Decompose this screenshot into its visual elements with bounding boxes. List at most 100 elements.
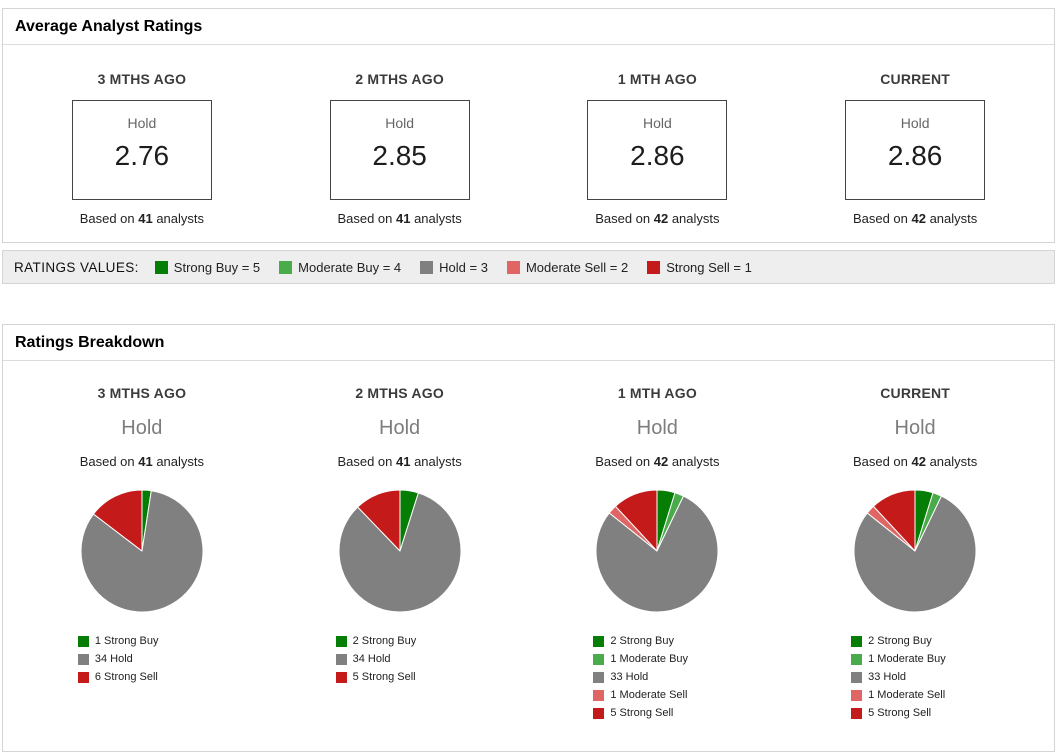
pie-slice-strong-sell bbox=[92, 489, 143, 552]
legend-color-swatch-icon bbox=[851, 635, 863, 647]
based-on-text: Based on 41 analysts bbox=[337, 454, 461, 469]
based-on-suffix: analysts bbox=[152, 211, 205, 226]
legend-color-swatch-icon bbox=[593, 707, 605, 719]
breakdown-column-current: CURRENT Hold Based on 42 analysts 2 Stro… bbox=[786, 385, 1044, 725]
pie-chart bbox=[336, 487, 464, 615]
ratings-legend-item-moderate-buy: Moderate Buy = 4 bbox=[279, 260, 401, 275]
rating-box: Hold 2.85 bbox=[329, 100, 470, 200]
consensus-rating: Hold bbox=[379, 417, 421, 439]
period-header: 2 MTHS AGO bbox=[355, 385, 444, 401]
breakdown-column-3mths: 3 MTHS AGO Hold Based on 41 analysts 1 S… bbox=[13, 385, 271, 725]
pie-legend-item: 1 Moderate Sell bbox=[593, 689, 721, 701]
based-on-prefix: Based on bbox=[595, 211, 654, 226]
rating-label: Hold bbox=[900, 115, 930, 131]
avg-column-2mths: 2 MTHS AGO Hold 2.85 Based on 41 analyst… bbox=[271, 71, 529, 226]
based-on-suffix: analysts bbox=[925, 211, 978, 226]
legend-color-swatch-icon bbox=[77, 671, 89, 683]
pie-legend-label: 1 Moderate Sell bbox=[868, 689, 946, 701]
pie-legend-label: 5 Strong Sell bbox=[868, 707, 932, 719]
breakdown-column-2mths: 2 MTHS AGO Hold Based on 41 analysts 2 S… bbox=[271, 385, 529, 725]
pie-legend-item: 6 Strong Sell bbox=[77, 671, 206, 683]
pie-legend-label: 1 Strong Buy bbox=[94, 635, 159, 647]
average-ratings-section: Average Analyst Ratings 3 MTHS AGO Hold … bbox=[2, 8, 1055, 243]
analyst-count: 41 bbox=[138, 211, 153, 226]
legend-color-swatch-icon bbox=[335, 635, 347, 647]
ratings-legend-item-strong-sell: Strong Sell = 1 bbox=[647, 260, 752, 275]
based-on-prefix: Based on bbox=[79, 211, 139, 226]
legend-color-swatch-icon bbox=[335, 671, 347, 683]
based-on-prefix: Based on bbox=[79, 454, 139, 469]
pie-legend-label: 34 Hold bbox=[352, 653, 391, 665]
legend-color-swatch-icon bbox=[851, 689, 863, 701]
period-header: 3 MTHS AGO bbox=[97, 71, 187, 87]
consensus-rating: Hold bbox=[636, 417, 678, 439]
rating-box: Hold 2.86 bbox=[845, 100, 986, 200]
based-on-text: Based on 41 analysts bbox=[337, 211, 461, 226]
pie-legend-label: 1 Moderate Sell bbox=[610, 689, 688, 701]
pie-slice-strong-sell bbox=[356, 489, 401, 552]
pie-legend-label: 2 Strong Buy bbox=[352, 635, 417, 647]
pie-legend: 2 Strong Buy 1 Moderate Buy 33 Hold 1 Moder… bbox=[851, 635, 979, 725]
legend-color-swatch-icon bbox=[335, 653, 347, 665]
pie-legend: 2 Strong Buy 34 Hold 5 Strong Sell bbox=[335, 635, 464, 689]
rating-label: Hold bbox=[642, 115, 672, 131]
pie-slice-strong-sell bbox=[615, 489, 658, 552]
ratings-values-bar: RATINGS VALUES: Strong Buy = 5 Moderate … bbox=[2, 250, 1055, 284]
legend-color-swatch-icon bbox=[851, 707, 863, 719]
pie-legend-label: 5 Strong Sell bbox=[352, 671, 416, 683]
legend-label: Strong Buy = 5 bbox=[173, 259, 261, 275]
ratings-breakdown-section: Ratings Breakdown 3 MTHS AGO Hold Based … bbox=[2, 324, 1055, 752]
based-on-suffix: analysts bbox=[925, 454, 978, 469]
pie-legend-label: 6 Strong Sell bbox=[94, 671, 158, 683]
based-on-suffix: analysts bbox=[410, 454, 462, 469]
based-on-prefix: Based on bbox=[595, 454, 654, 469]
legend-color-swatch-icon bbox=[851, 671, 863, 683]
pie-slice-hold bbox=[595, 495, 719, 613]
avg-column-current: CURRENT Hold 2.86 Based on 42 analysts bbox=[786, 71, 1044, 226]
pie-chart bbox=[593, 487, 721, 615]
pie-svg bbox=[853, 489, 977, 613]
legend-label: Hold = 3 bbox=[439, 259, 488, 275]
legend-color-swatch-icon bbox=[77, 653, 89, 665]
legend-color-swatch-icon bbox=[593, 689, 605, 701]
based-on-suffix: analysts bbox=[152, 454, 205, 469]
pie-legend-item: 2 Strong Buy bbox=[851, 635, 979, 647]
pie-svg bbox=[80, 489, 204, 613]
based-on-suffix: analysts bbox=[410, 211, 462, 226]
period-header: CURRENT bbox=[880, 71, 951, 87]
rating-value: 2.85 bbox=[372, 140, 427, 171]
rating-value: 2.76 bbox=[114, 140, 170, 171]
pie-legend-label: 1 Moderate Buy bbox=[610, 653, 689, 665]
pie-slice-hold bbox=[338, 492, 462, 613]
ratings-values-label: RATINGS VALUES: bbox=[14, 259, 139, 275]
pie-legend-item: 2 Strong Buy bbox=[593, 635, 721, 647]
rating-box: Hold 2.86 bbox=[587, 100, 728, 200]
consensus-rating: Hold bbox=[121, 417, 163, 439]
based-on-text: Based on 42 analysts bbox=[853, 454, 977, 469]
average-ratings-title: Average Analyst Ratings bbox=[3, 9, 1054, 45]
pie-legend-item: 1 Strong Buy bbox=[77, 635, 206, 647]
legend-color-swatch-icon bbox=[77, 635, 89, 647]
based-on-prefix: Based on bbox=[337, 211, 396, 226]
moderate-sell-swatch-icon bbox=[506, 260, 520, 274]
period-header: 1 MTH AGO bbox=[617, 385, 697, 401]
rating-value: 2.86 bbox=[630, 140, 685, 171]
pie-chart bbox=[78, 487, 206, 615]
pie-legend-item: 2 Strong Buy bbox=[335, 635, 464, 647]
based-on-text: Based on 41 analysts bbox=[80, 454, 204, 469]
period-header: CURRENT bbox=[880, 385, 951, 401]
legend-label: Moderate Buy = 4 bbox=[298, 259, 402, 275]
analyst-count: 42 bbox=[911, 454, 926, 469]
hold-swatch-icon bbox=[420, 260, 434, 274]
ratings-legend-item-moderate-sell: Moderate Sell = 2 bbox=[506, 259, 629, 275]
pie-legend-label: 2 Strong Buy bbox=[868, 635, 932, 647]
avg-column-3mths: 3 MTHS AGO Hold 2.76 Based on 41 analyst… bbox=[13, 71, 271, 226]
pie-legend-item: 33 Hold bbox=[593, 671, 721, 683]
rating-box: Hold 2.76 bbox=[71, 100, 212, 200]
moderate-buy-swatch-icon bbox=[279, 260, 293, 274]
legend-label: Moderate Sell = 2 bbox=[525, 259, 629, 275]
pie-chart bbox=[851, 487, 979, 615]
avg-column-1mth: 1 MTH AGO Hold 2.86 Based on 42 analysts bbox=[529, 71, 787, 226]
analyst-count: 42 bbox=[653, 454, 669, 469]
pie-legend-item: 5 Strong Sell bbox=[851, 707, 979, 719]
